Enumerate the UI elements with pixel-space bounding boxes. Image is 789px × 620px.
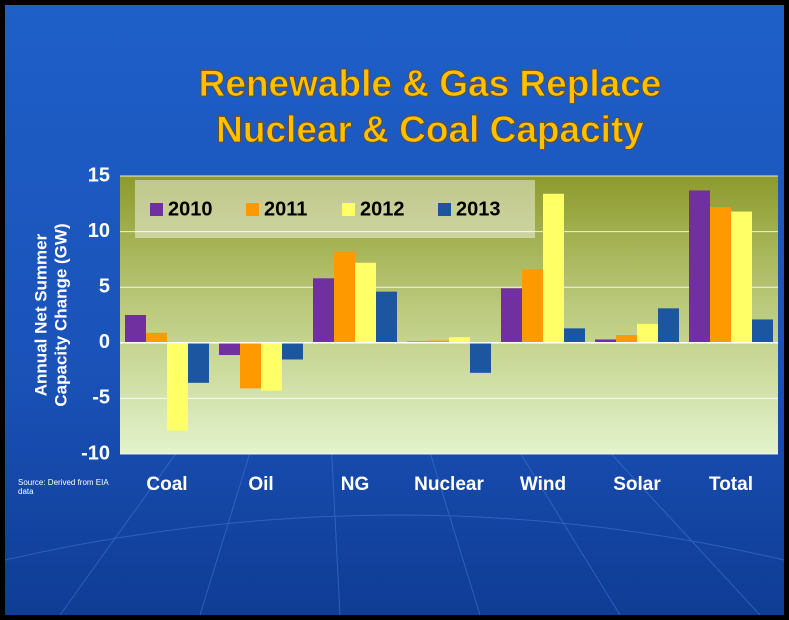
bar xyxy=(146,332,167,343)
bar xyxy=(282,342,303,360)
bar xyxy=(219,342,240,356)
x-tick-label: Oil xyxy=(248,474,273,495)
source-note: Source: Derived from EIA data xyxy=(18,478,109,496)
bar xyxy=(240,342,261,389)
bar xyxy=(376,291,397,343)
bar xyxy=(731,211,752,343)
y-tick-label: 0 xyxy=(99,331,110,353)
bar xyxy=(616,335,637,343)
bar xyxy=(595,339,616,343)
bar xyxy=(710,207,731,343)
bar xyxy=(355,262,376,343)
y-axis-label: Capacity Change (GW) xyxy=(51,223,70,406)
bar xyxy=(637,323,658,343)
bar xyxy=(125,315,146,343)
bar xyxy=(752,319,773,343)
legend-label: 2010 xyxy=(168,198,213,220)
title-line: Renewable & Gas Replace xyxy=(199,63,662,104)
y-tick-label: 15 xyxy=(88,164,110,186)
bar xyxy=(167,342,188,431)
source-box: Source: Derived from EIA data xyxy=(18,478,109,496)
bar xyxy=(543,193,564,343)
legend-label: 2013 xyxy=(456,198,501,220)
title-line: Nuclear & Coal Capacity xyxy=(216,109,644,150)
bar xyxy=(313,278,334,343)
bar xyxy=(470,342,491,373)
bar xyxy=(428,340,449,343)
legend-swatch xyxy=(438,203,451,216)
plot xyxy=(120,175,778,455)
x-tick-label: NG xyxy=(341,474,370,495)
bar xyxy=(658,308,679,343)
bar xyxy=(261,342,282,391)
x-tick-label: Nuclear xyxy=(414,474,484,495)
x-tick-label: Solar xyxy=(613,474,661,495)
legend-label: 2012 xyxy=(360,198,405,220)
legend: 2010 2011 2012 2013 xyxy=(135,180,535,238)
y-tick-label: -5 xyxy=(92,387,110,409)
bar xyxy=(449,337,470,343)
legend-label: 2011 xyxy=(264,198,307,220)
bar xyxy=(522,269,543,343)
x-tick-label: Total xyxy=(709,474,753,495)
bar xyxy=(334,251,355,343)
y-tick-label: 5 xyxy=(99,275,110,297)
legend-swatch xyxy=(150,203,163,216)
x-tick-label: Wind xyxy=(520,474,566,495)
y-tick-label: 10 xyxy=(88,220,110,242)
bar xyxy=(501,288,522,343)
y-tick-label: -10 xyxy=(81,442,110,464)
bar xyxy=(564,328,585,343)
legend-swatch xyxy=(342,203,355,216)
bar xyxy=(689,190,710,343)
legend-swatch xyxy=(246,203,259,216)
legend-box xyxy=(135,180,535,238)
bar xyxy=(188,342,209,383)
y-axis-label: Annual Net Summer xyxy=(31,233,50,396)
x-tick-label: Coal xyxy=(146,474,187,495)
